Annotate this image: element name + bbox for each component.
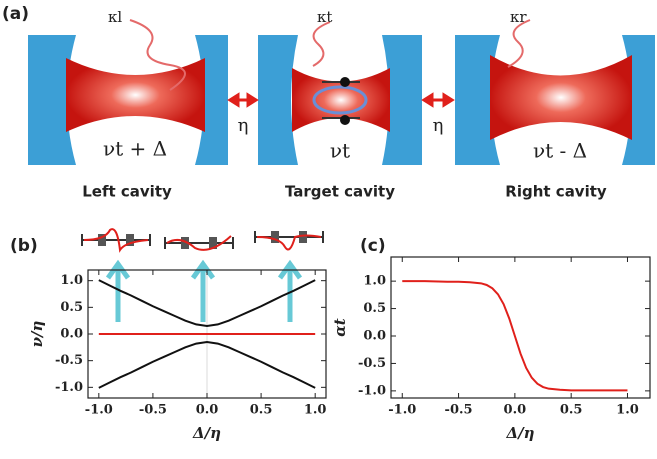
x-axis-label: Δ/η	[505, 424, 534, 442]
y-tick-label: 1.0	[60, 273, 83, 288]
atom	[340, 115, 350, 125]
x-tick-label: -1.0	[85, 403, 113, 418]
y-tick-label: 0.5	[60, 300, 83, 315]
y-tick-label: -0.5	[358, 356, 386, 371]
kappa-label: κt	[317, 8, 332, 26]
cavity-name: Right cavity	[505, 183, 607, 201]
x-tick-label: 1.0	[616, 403, 639, 418]
y-axis-label: ν/η	[28, 321, 46, 348]
coupling-label: η	[433, 115, 444, 136]
x-tick-label: -0.5	[445, 403, 473, 418]
y-tick-label: -1.0	[358, 383, 386, 398]
coupling-arrow	[230, 95, 256, 105]
atom	[340, 77, 350, 87]
frequency-label: νt - Δ	[533, 139, 587, 163]
x-tick-label: -1.0	[388, 403, 416, 418]
y-tick-label: -0.5	[55, 353, 83, 368]
kappa-label: κl	[108, 8, 122, 26]
panel-label: (c)	[360, 236, 386, 256]
x-tick-label: -0.5	[139, 403, 167, 418]
decay	[508, 20, 530, 67]
x-tick-label: 0.5	[560, 403, 583, 418]
y-tick-label: 0.5	[363, 301, 386, 316]
data-line	[402, 281, 627, 390]
y-tick-label: -1.0	[55, 380, 83, 395]
y-axis-label: αt	[331, 318, 349, 337]
panel-label: (b)	[10, 236, 38, 256]
frequency-label: νt + Δ	[103, 137, 167, 161]
x-tick-label: 1.0	[304, 403, 327, 418]
x-tick-label: 0.0	[196, 403, 219, 418]
y-tick-label: 0.0	[363, 329, 386, 344]
x-tick-label: 0.5	[250, 403, 273, 418]
frequency-label: νt	[330, 139, 350, 163]
mode-insets	[82, 229, 323, 322]
beam	[490, 55, 632, 140]
figure: (a) κl κt κr η η νt + Δ νt νt - Δ Left c…	[0, 0, 657, 459]
kappa-label: κr	[510, 8, 527, 26]
decay	[313, 22, 330, 66]
x-tick-label: 0.0	[504, 403, 527, 418]
y-tick-label: 1.0	[363, 274, 386, 289]
plot-frame	[391, 257, 650, 398]
cavity-name: Left cavity	[82, 183, 172, 201]
panel-label: (a)	[2, 4, 29, 24]
coupling-label: η	[238, 115, 249, 136]
coupling-arrow	[424, 95, 452, 105]
cavity-diagram: (a) κl κt κr η η νt + Δ νt νt - Δ Left c…	[2, 4, 655, 201]
x-axis-label: Δ/η	[192, 424, 221, 442]
beam	[66, 58, 205, 132]
y-tick-label: 0.0	[60, 327, 83, 342]
cavity-name: Target cavity	[285, 183, 395, 201]
